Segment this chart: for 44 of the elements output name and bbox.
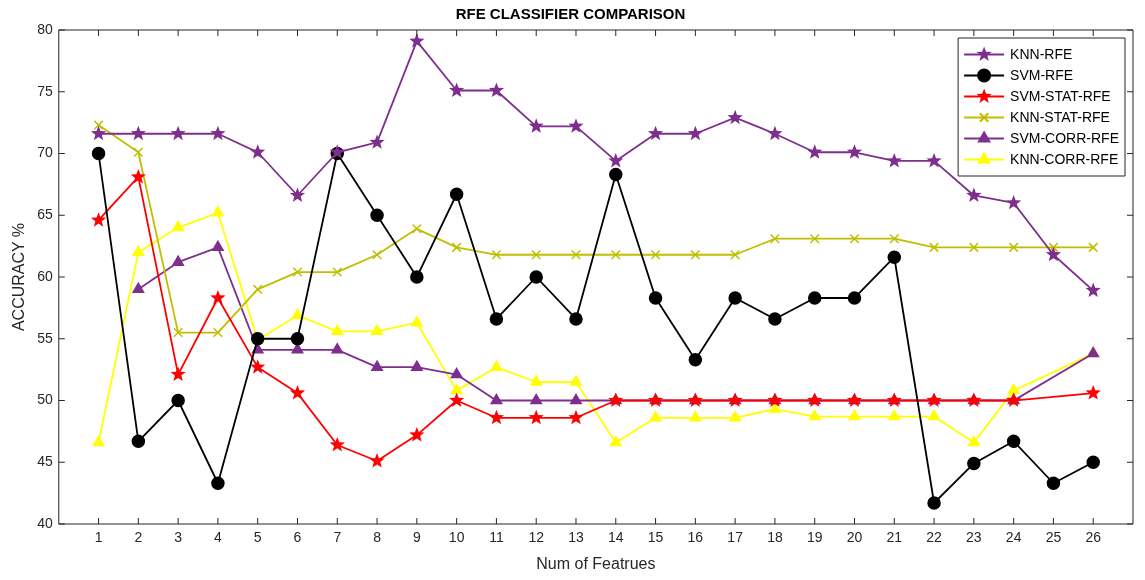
x-tick-label: 13 — [568, 529, 584, 546]
legend-label: SVM-STAT-RFE — [1010, 88, 1111, 105]
x-tick-label: 24 — [1005, 529, 1022, 546]
legend-label: KNN-STAT-RFE — [1010, 109, 1110, 126]
x-tick-label: 22 — [926, 529, 943, 546]
x-tick-label: 11 — [489, 529, 504, 546]
x-tick-label: 3 — [174, 529, 183, 546]
y-tick-label: 60 — [37, 267, 53, 284]
x-tick-label: 7 — [333, 529, 342, 546]
y-tick-label: 75 — [37, 82, 53, 99]
x-tick-label: 21 — [886, 529, 903, 546]
y-tick-label: 55 — [37, 329, 53, 346]
x-tick-label: 15 — [647, 529, 664, 546]
y-tick-label: 45 — [37, 453, 53, 470]
x-tick-label: 2 — [134, 529, 143, 546]
legend-label: KNN-RFE — [1010, 46, 1073, 63]
legend-label: KNN-CORR-RFE — [1010, 151, 1119, 168]
x-tick-label: 25 — [1045, 529, 1062, 546]
x-tick-label: 14 — [607, 529, 624, 546]
x-tick-label: 6 — [293, 529, 302, 546]
legend-label: SVM-RFE — [1010, 67, 1074, 84]
x-tick-label: 18 — [767, 529, 783, 546]
y-tick-label: 50 — [37, 391, 53, 408]
x-tick-label: 12 — [528, 529, 545, 546]
x-tick-label: 16 — [687, 529, 704, 546]
y-tick-label: 70 — [37, 144, 53, 161]
y-axis-title: ACCURACY % — [10, 222, 28, 332]
x-tick-label: 1 — [94, 529, 103, 546]
x-tick-label: 4 — [214, 529, 223, 546]
x-tick-label: 23 — [966, 529, 982, 546]
x-tick-label: 10 — [448, 529, 465, 546]
x-tick-label: 20 — [846, 529, 863, 546]
y-tick-label: 40 — [37, 514, 53, 531]
chart-title: RFE CLASSIFIER COMPARISON — [455, 5, 686, 23]
x-tick-label: 26 — [1085, 529, 1102, 546]
x-tick-label: 17 — [727, 529, 744, 546]
y-tick-label: 65 — [37, 206, 53, 223]
x-tick-label: 9 — [412, 529, 421, 546]
x-tick-label: 5 — [253, 529, 262, 546]
x-axis-title: Num of Featrues — [536, 554, 656, 572]
x-tick-label: 8 — [373, 529, 382, 546]
y-tick-label: 80 — [37, 20, 53, 37]
legend-label: SVM-CORR-RFE — [1010, 130, 1120, 147]
x-tick-label: 19 — [806, 529, 823, 546]
